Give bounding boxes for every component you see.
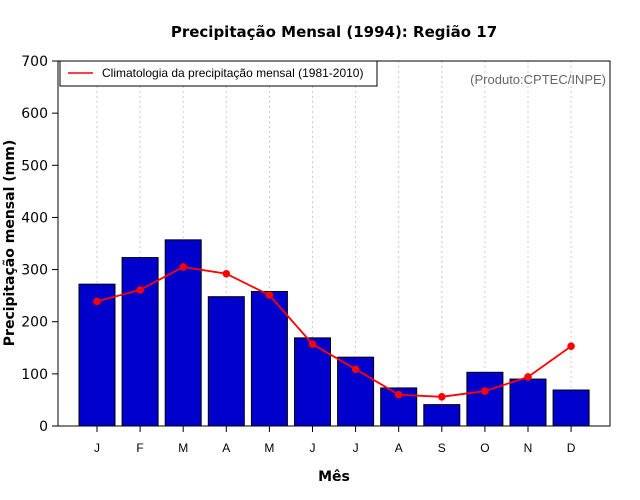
climatology-point xyxy=(179,263,187,271)
x-tick-label: J xyxy=(353,441,359,455)
y-tick-label: 600 xyxy=(21,106,48,122)
x-tick-label: F xyxy=(136,441,143,455)
x-tick-label: S xyxy=(438,441,446,455)
y-tick-label: 300 xyxy=(21,263,48,279)
x-tick-label: A xyxy=(222,441,230,455)
bar-J-0 xyxy=(78,283,116,427)
bar-N-10 xyxy=(509,378,547,427)
y-tick-label: 100 xyxy=(21,367,48,383)
legend: Climatologia da precipitação mensal (198… xyxy=(59,60,378,87)
bar-A-3 xyxy=(207,296,245,427)
y-tick-label: 0 xyxy=(39,419,48,435)
bar-J-5 xyxy=(294,337,331,427)
grid-lines xyxy=(96,61,572,426)
climatology-point xyxy=(481,387,489,395)
source-credit: (Produto:CPTEC/INPE) xyxy=(470,72,606,87)
bar-S-8 xyxy=(423,404,461,427)
y-tick-label: 500 xyxy=(21,158,48,174)
legend-entry: Climatologia da precipitação mensal (198… xyxy=(102,66,363,80)
x-axis-title: Mês xyxy=(318,469,350,485)
x-tick-label: J xyxy=(310,441,316,455)
climatology-line xyxy=(96,266,572,398)
y-tick-label: 700 xyxy=(21,54,48,70)
climatology-point xyxy=(524,373,532,381)
bar-A-7 xyxy=(380,387,418,427)
y-tick-label: 400 xyxy=(21,210,48,226)
y-tick-label: 200 xyxy=(21,315,48,331)
bar-O-9 xyxy=(466,371,504,427)
x-tick-label: J xyxy=(94,441,100,455)
climatology-point xyxy=(93,297,101,306)
y-axis-title: Precipitação mensal (mm) xyxy=(2,140,18,346)
climatology-point xyxy=(308,340,317,348)
x-tick-label: M xyxy=(264,441,274,455)
bar-D-11 xyxy=(552,389,590,427)
bar-M-4 xyxy=(250,290,288,427)
x-tick-label: O xyxy=(480,441,489,455)
x-tick-label: A xyxy=(395,441,403,455)
climatology-series xyxy=(93,263,575,401)
x-tick-label: N xyxy=(524,441,533,455)
climatology-point xyxy=(567,342,575,351)
chart-title: Precipitação Mensal (1994): Região 17 xyxy=(171,23,497,41)
climatology-point xyxy=(222,269,231,278)
bars xyxy=(78,239,590,427)
x-tick-label: M xyxy=(178,441,188,455)
y-axis: 0 100 200 300 400 500 600 700 xyxy=(21,54,58,435)
climatology-point xyxy=(438,393,446,401)
legend-box xyxy=(59,60,378,87)
climatology-point xyxy=(265,291,274,299)
bar-F-1 xyxy=(121,257,159,427)
climatology-point xyxy=(394,390,403,399)
climatology-point xyxy=(136,286,144,294)
x-tick-label: D xyxy=(567,441,576,455)
climatology-point xyxy=(351,365,360,373)
